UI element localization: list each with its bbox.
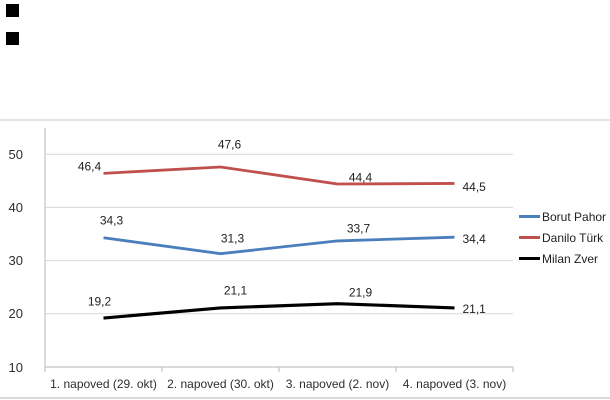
broken-image-icon: [6, 32, 19, 45]
y-axis-tick-label: 40: [8, 199, 23, 215]
data-label: 33,7: [346, 221, 371, 236]
data-label: 21,9: [348, 285, 373, 300]
legend-item-1: Danilo Türk: [519, 227, 606, 248]
legend-item-2: Milan Zver: [519, 248, 606, 269]
legend-line-sample: [519, 256, 540, 261]
data-label: 21,1: [223, 283, 248, 298]
legend-label: Milan Zver: [542, 251, 599, 266]
data-label: 21,1: [462, 302, 486, 317]
y-axis-tick-label: 50: [8, 146, 23, 162]
legend-label: Danilo Türk: [542, 230, 604, 245]
legend-line-sample: [519, 215, 540, 218]
broken-image-icon: [6, 4, 19, 17]
data-label: 31,3: [220, 231, 245, 246]
data-label: 34,4: [462, 231, 486, 246]
x-axis-label: 4. napoved (3. nov): [402, 377, 507, 391]
legend-line-sample: [519, 236, 540, 239]
top-divider: [0, 119, 610, 121]
series-line-2: [103, 302, 455, 320]
data-label: 44,4: [348, 170, 373, 185]
y-axis-tick-label: 10: [8, 359, 23, 375]
legend-item-0: Borut Pahor: [519, 206, 606, 227]
y-axis-tick-label: 20: [8, 306, 23, 322]
legend: Borut Pahor Danilo Türk Milan Zver: [519, 206, 606, 269]
data-label: 19,2: [87, 294, 112, 309]
series-line-0: [103, 235, 455, 256]
legend-label: Borut Pahor: [542, 209, 607, 224]
data-label: 46,4: [77, 159, 102, 174]
data-label: 44,5: [462, 179, 486, 194]
x-axis-label: 3. napoved (2. nov): [285, 377, 390, 391]
data-label: 34,3: [99, 213, 124, 228]
y-axis-tick-label: 30: [8, 253, 23, 269]
x-axis-label: 2. napoved (30. okt): [167, 377, 274, 391]
data-label: 47,6: [217, 137, 242, 152]
x-axis-label: 1. napoved (29. okt): [50, 377, 157, 391]
bottom-divider: [0, 397, 610, 399]
series-line-1: [103, 165, 455, 186]
